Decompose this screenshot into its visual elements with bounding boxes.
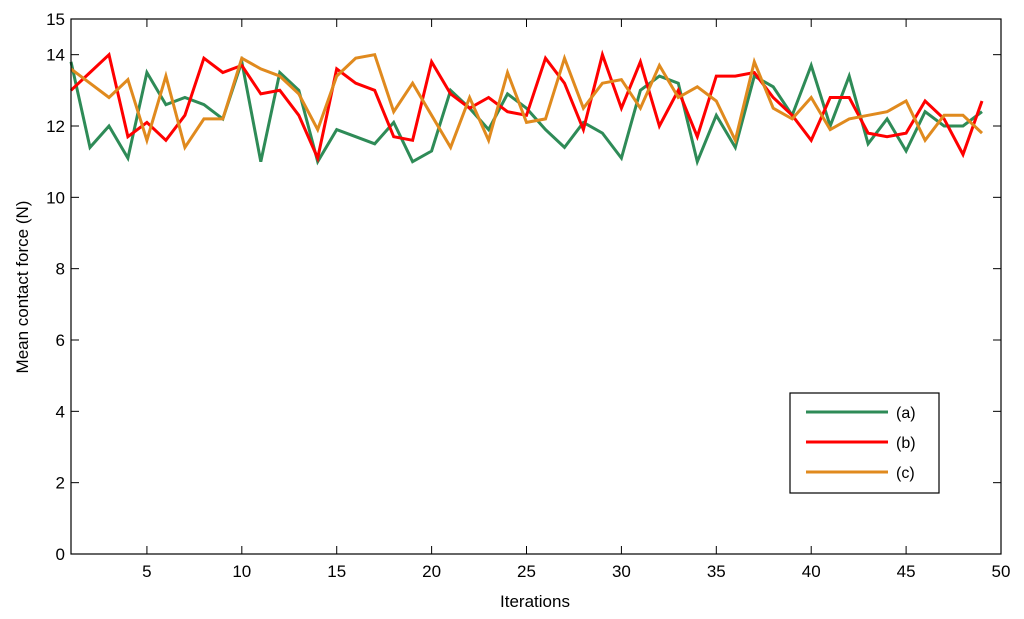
axes-frame — [70, 18, 1002, 555]
y-tick-label: 4 — [56, 402, 65, 421]
series-line-3 — [70, 52, 984, 151]
y-axis-label: Mean contact force (N) — [13, 201, 32, 374]
plot-area — [69, 49, 984, 167]
y-tick-label: 8 — [56, 260, 65, 279]
x-tick-label: 35 — [707, 562, 726, 581]
x-tick-label: 20 — [422, 562, 441, 581]
x-tick-label: 30 — [612, 562, 631, 581]
y-tick-label: 0 — [56, 545, 65, 564]
legend-label: (a) — [896, 405, 916, 422]
x-axis-label: Iterations — [500, 592, 570, 611]
y-tick-label: 14 — [46, 46, 65, 65]
legend-label: (c) — [896, 465, 915, 482]
x-tick-label: 40 — [802, 562, 821, 581]
x-tick-label: 5 — [142, 562, 151, 581]
y-tick-label: 10 — [46, 188, 65, 207]
x-tick-label: 50 — [992, 562, 1011, 581]
x-tick-label: 15 — [327, 562, 346, 581]
legend: (a) (b) (c) — [789, 392, 940, 494]
legend-label: (b) — [896, 435, 916, 452]
y-tick-label: 6 — [56, 331, 65, 350]
x-tick-label: 25 — [517, 562, 536, 581]
y-tick-label: 15 — [46, 10, 65, 29]
x-tick-label: 10 — [232, 562, 251, 581]
y-tick-label: 12 — [46, 117, 65, 136]
series-line-2 — [69, 49, 984, 163]
axes: 5 10 15 20 25 30 35 40 45 50 0 2 4 6 8 10 12 14 15 — [46, 10, 1010, 581]
x-tick-label: 45 — [897, 562, 916, 581]
y-tick-label: 2 — [56, 474, 65, 493]
